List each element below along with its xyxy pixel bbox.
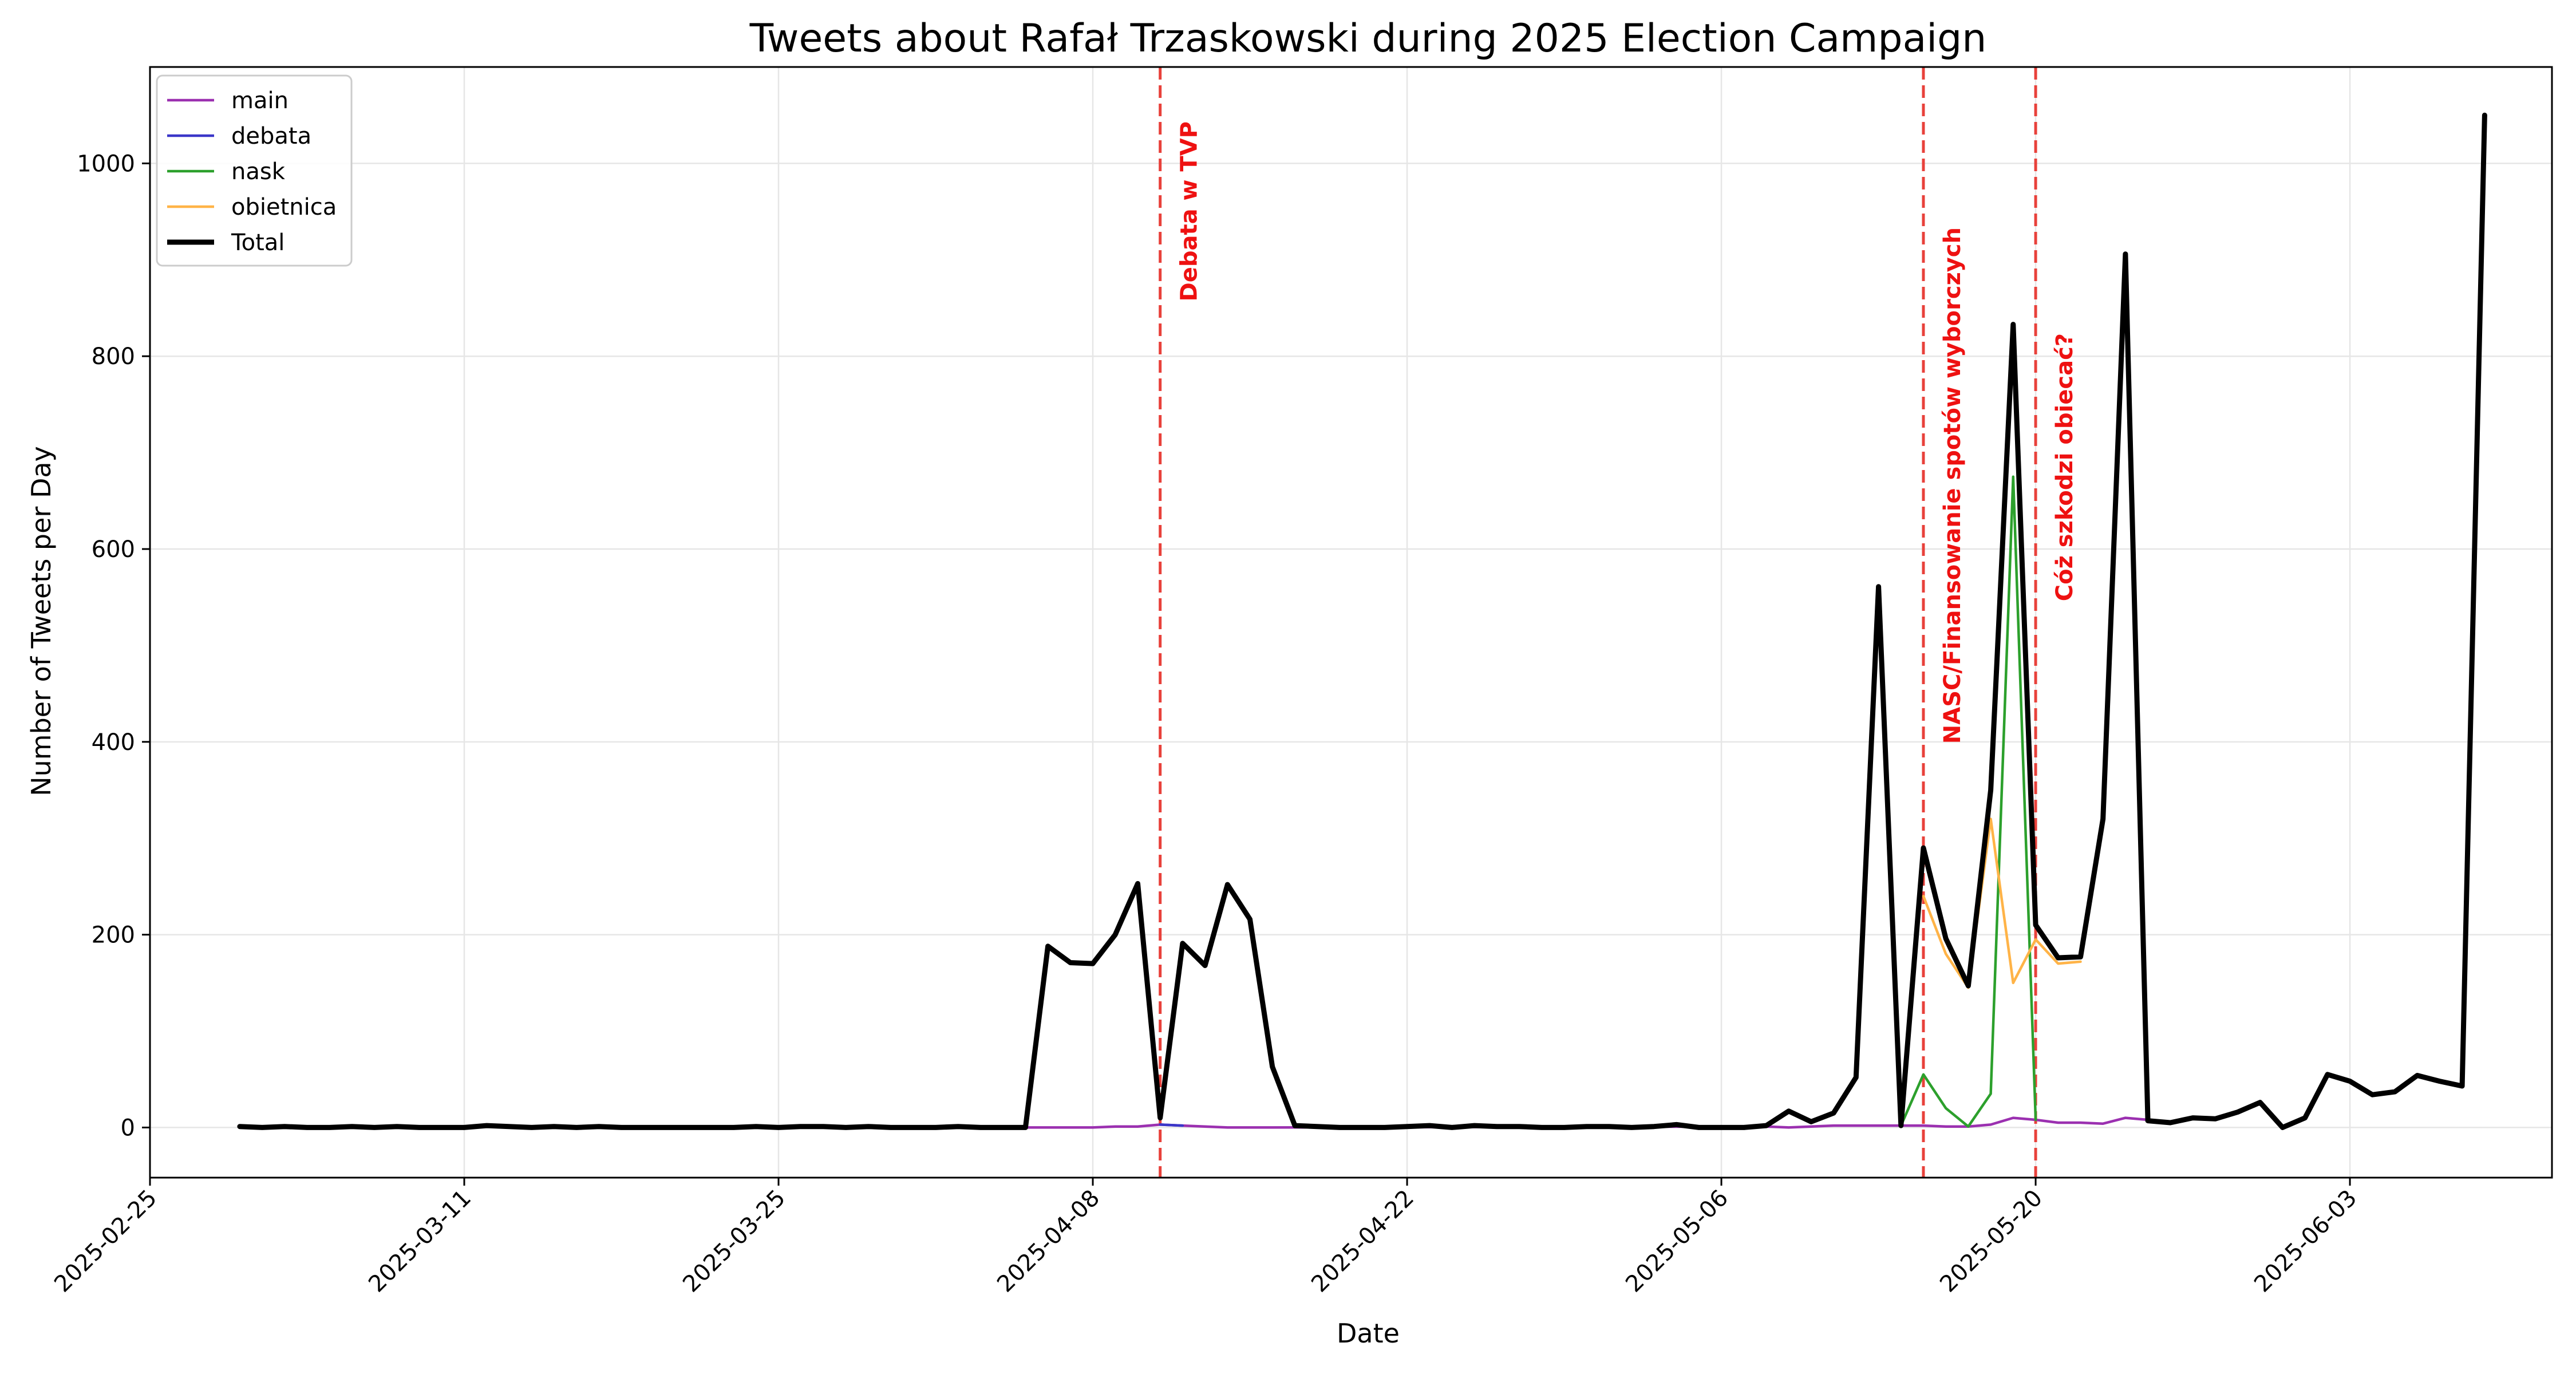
y-axis-ticks: 0 200 400 600 800 1000: [77, 151, 150, 1141]
event-annotations: Debata w TVP NASC/Finansowanie spotów wyb…: [1176, 121, 2078, 744]
event-label: NASC/Finansowanie spotów wyborczych: [1939, 227, 1966, 744]
plot-frame: [149, 66, 2553, 1179]
legend-label-debata: debata: [231, 123, 311, 149]
series-line-debata: [1159, 1123, 1184, 1127]
series-lines: [237, 112, 2487, 1130]
legend-label-nask: nask: [231, 159, 286, 185]
legend-label-main: main: [231, 88, 289, 114]
chart-title: Tweets about Rafał Trzaskowski during 20…: [749, 16, 1987, 61]
y-tick-label: 400: [92, 729, 135, 756]
x-axis-label: Date: [1337, 1318, 1400, 1349]
y-tick-label: 0: [121, 1115, 135, 1141]
legend-box: [156, 74, 353, 267]
grid-lines: [149, 67, 2552, 1178]
series-line-nask: [1899, 475, 2037, 1128]
legend: main debata nask obietnica Total: [156, 74, 353, 267]
axes: [149, 66, 2553, 1179]
legend-label-obietnica: obietnica: [231, 194, 337, 220]
series-line-total: [237, 112, 2487, 1130]
event-label: Cóż szkodzi obiecać?: [2052, 333, 2078, 601]
y-tick-label: 800: [92, 344, 135, 370]
y-tick-label: 1000: [77, 151, 135, 177]
event-label: Debata w TVP: [1176, 121, 1203, 301]
series-line-obietnica: [1922, 818, 2082, 989]
y-axis-label: Number of Tweets per Day: [26, 446, 57, 796]
y-tick-label: 200: [92, 922, 135, 949]
event-lines: [1159, 67, 2037, 1178]
legend-label-total: Total: [231, 230, 285, 256]
y-tick-label: 600: [92, 536, 135, 563]
